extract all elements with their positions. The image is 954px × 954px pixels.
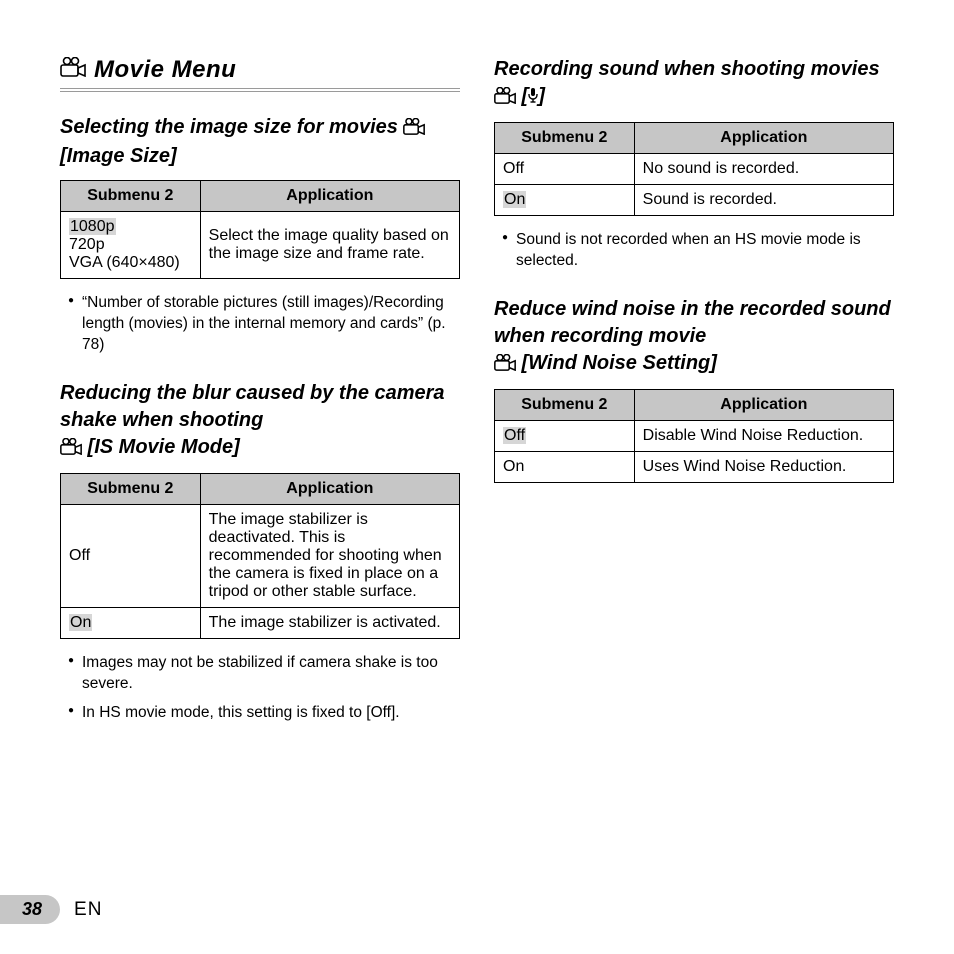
page-footer: 38 EN: [0, 895, 102, 924]
table-header: Application: [200, 473, 459, 504]
table-cell: The image stabilizer is activated.: [200, 607, 459, 638]
option-text: 720p: [69, 236, 105, 253]
table-cell: Off: [495, 420, 635, 451]
movie-camera-icon: [494, 352, 516, 379]
table-cell: Off: [495, 154, 635, 185]
table-header-row: Submenu 2 Application: [495, 123, 894, 154]
table-cell: 1080p 720p VGA (640×480): [61, 212, 201, 279]
table-row: On The image stabilizer is activated.: [61, 607, 460, 638]
option-highlighted: On: [69, 614, 92, 631]
section-title-image-size: Selecting the image size for movies [Ima…: [60, 114, 460, 170]
movie-camera-icon: [494, 85, 516, 112]
table-header: Application: [634, 389, 893, 420]
table-header: Submenu 2: [495, 123, 635, 154]
table-cell: Off: [61, 504, 201, 607]
option-highlighted: On: [503, 191, 526, 208]
section-title-suffix: [Wind Noise Setting]: [516, 352, 717, 374]
table-row: On Uses Wind Noise Reduction.: [495, 451, 894, 482]
table-cell: No sound is recorded.: [634, 154, 893, 185]
option-text: Off: [69, 547, 90, 564]
note-item: Images may not be stabilized if camera s…: [68, 653, 460, 695]
table-recording-sound: Submenu 2 Application Off No sound is re…: [494, 122, 894, 216]
right-column: Recording sound when shooting movies [] …: [494, 56, 894, 748]
section-title-recording-sound: Recording sound when shooting movies []: [494, 56, 894, 112]
option-highlighted: 1080p: [69, 218, 116, 235]
table-header: Submenu 2: [61, 473, 201, 504]
movie-camera-icon: [60, 56, 86, 84]
table-cell: On: [495, 451, 635, 482]
table-header: Submenu 2: [61, 181, 201, 212]
menu-title-text: Movie Menu: [94, 56, 236, 84]
content-columns: Movie Menu Selecting the image size for …: [60, 56, 894, 748]
table-cell: Select the image quality based on the im…: [200, 212, 459, 279]
table-row: Off The image stabilizer is deactivated.…: [61, 504, 460, 607]
section-title-bracket: [: [516, 85, 528, 107]
page-language: EN: [74, 899, 102, 921]
table-header: Submenu 2: [495, 389, 635, 420]
option-text: Off: [503, 160, 524, 177]
section-title-text: Selecting the image size for movies: [60, 116, 403, 138]
section-title-text: Recording sound when shooting movies: [494, 58, 880, 80]
section-title-suffix: [Image Size]: [60, 145, 177, 167]
note-item: In HS movie mode, this setting is fixed …: [68, 703, 460, 724]
table-row: 1080p 720p VGA (640×480) Select the imag…: [61, 212, 460, 279]
table-cell: Uses Wind Noise Reduction.: [634, 451, 893, 482]
table-header-row: Submenu 2 Application: [61, 181, 460, 212]
table-cell: On: [61, 607, 201, 638]
notes-list: Sound is not recorded when an HS movie m…: [502, 230, 894, 272]
table-is-movie: Submenu 2 Application Off The image stab…: [60, 473, 460, 639]
notes-list: “Number of storable pictures (still imag…: [68, 293, 460, 356]
microphone-icon: [528, 85, 538, 112]
table-row: Off Disable Wind Noise Reduction.: [495, 420, 894, 451]
note-item: Sound is not recorded when an HS movie m…: [502, 230, 894, 272]
movie-camera-icon: [403, 116, 425, 143]
section-title-is-movie: Reducing the blur caused by the camera s…: [60, 380, 460, 463]
table-cell: Disable Wind Noise Reduction.: [634, 420, 893, 451]
table-header-row: Submenu 2 Application: [61, 473, 460, 504]
table-cell: Sound is recorded.: [634, 185, 893, 216]
table-cell: On: [495, 185, 635, 216]
notes-list: Images may not be stabilized if camera s…: [68, 653, 460, 724]
table-header: Application: [200, 181, 459, 212]
menu-title-rule: Movie Menu: [60, 56, 460, 92]
option-text: VGA (640×480): [69, 254, 180, 271]
section-title-suffix: [IS Movie Mode]: [82, 436, 240, 458]
note-item: “Number of storable pictures (still imag…: [68, 293, 460, 356]
table-header: Application: [634, 123, 893, 154]
section-title-wind-noise: Reduce wind noise in the recorded sound …: [494, 296, 894, 379]
movie-camera-icon: [60, 436, 82, 463]
page-number: 38: [0, 895, 60, 924]
table-row: Off No sound is recorded.: [495, 154, 894, 185]
menu-title: Movie Menu: [60, 56, 460, 84]
table-header-row: Submenu 2 Application: [495, 389, 894, 420]
option-text: On: [503, 458, 524, 475]
left-column: Movie Menu Selecting the image size for …: [60, 56, 460, 748]
table-cell: The image stabilizer is deactivated. Thi…: [200, 504, 459, 607]
section-title-bracket: ]: [538, 85, 545, 107]
table-image-size: Submenu 2 Application 1080p 720p VGA (64…: [60, 180, 460, 279]
table-row: On Sound is recorded.: [495, 185, 894, 216]
section-title-text: Reduce wind noise in the recorded sound …: [494, 298, 891, 347]
option-highlighted: Off: [503, 427, 526, 444]
section-title-text: Reducing the blur caused by the camera s…: [60, 382, 445, 431]
table-wind-noise: Submenu 2 Application Off Disable Wind N…: [494, 389, 894, 483]
